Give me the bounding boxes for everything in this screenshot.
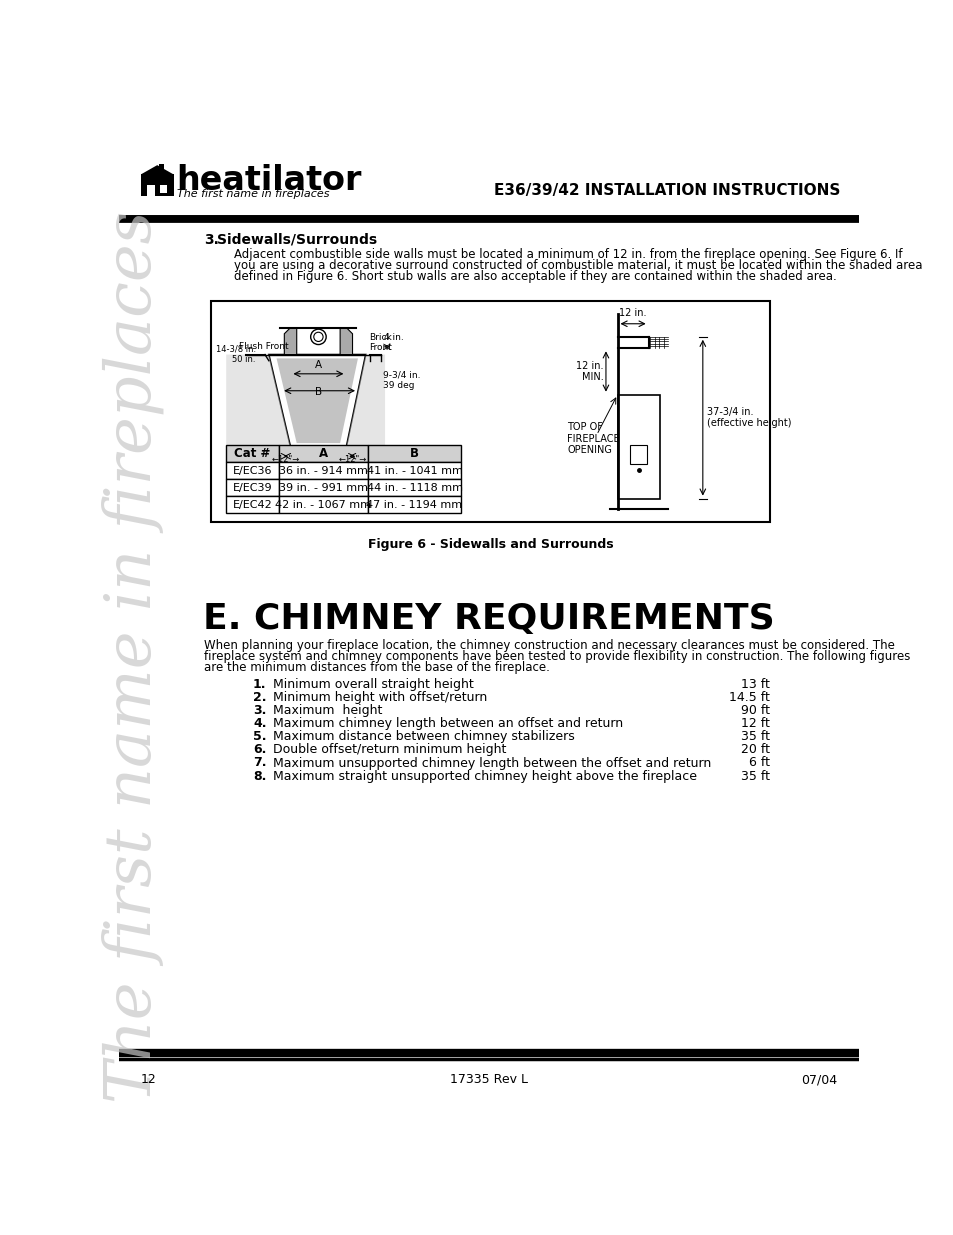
Text: 42 in. - 1067 mm: 42 in. - 1067 mm xyxy=(275,500,371,510)
Text: Maximum  height: Maximum height xyxy=(273,704,381,718)
Text: Figure 6 - Sidewalls and Surrounds: Figure 6 - Sidewalls and Surrounds xyxy=(367,537,613,551)
Circle shape xyxy=(311,330,326,345)
Text: heatilator: heatilator xyxy=(176,164,361,198)
Text: Brick
Front: Brick Front xyxy=(369,333,392,352)
Text: 12 ft: 12 ft xyxy=(740,718,769,730)
Text: 1.: 1. xyxy=(253,678,266,690)
Bar xyxy=(368,462,460,479)
Text: Maximum straight unsupported chimney height above the fireplace: Maximum straight unsupported chimney hei… xyxy=(273,769,696,783)
Polygon shape xyxy=(141,165,173,174)
Text: 14-3/8 in.
50 in.: 14-3/8 in. 50 in. xyxy=(215,345,255,364)
Text: 47 in. - 1194 mm: 47 in. - 1194 mm xyxy=(366,500,462,510)
Text: Maximum distance between chimney stabilizers: Maximum distance between chimney stabili… xyxy=(273,730,574,743)
Text: 07/04: 07/04 xyxy=(800,1073,836,1087)
Bar xyxy=(368,479,460,496)
Text: 35 ft: 35 ft xyxy=(740,730,769,743)
Text: B: B xyxy=(410,447,418,461)
Text: 6.: 6. xyxy=(253,743,266,756)
Text: 4.: 4. xyxy=(253,718,266,730)
Text: E. CHIMNEY REQUIREMENTS: E. CHIMNEY REQUIREMENTS xyxy=(203,603,774,636)
Text: you are using a decorative surround constructed of combustible material, it must: you are using a decorative surround cons… xyxy=(233,259,922,272)
Text: E36/39/42 INSTALLATION INSTRUCTIONS: E36/39/42 INSTALLATION INSTRUCTIONS xyxy=(493,183,840,198)
Bar xyxy=(159,163,164,174)
Text: fireplace system and chimney components have been tested to provide flexibility : fireplace system and chimney components … xyxy=(204,651,910,663)
Text: E/EC36: E/EC36 xyxy=(233,466,272,475)
Polygon shape xyxy=(284,327,296,354)
Polygon shape xyxy=(269,354,365,447)
Bar xyxy=(226,462,278,479)
Polygon shape xyxy=(226,354,291,462)
Text: B: B xyxy=(314,388,322,398)
Text: 6 ft: 6 ft xyxy=(748,757,769,769)
Bar xyxy=(630,445,647,464)
Text: are the minimum distances from the base of the fireplace.: are the minimum distances from the base … xyxy=(204,661,550,674)
Bar xyxy=(211,300,769,522)
Bar xyxy=(278,446,368,462)
Text: defined in Figure 6. Short stub walls are also acceptable if they are contained : defined in Figure 6. Short stub walls ar… xyxy=(233,270,836,283)
Text: 35 ft: 35 ft xyxy=(740,769,769,783)
Text: 12 in.
MIN.: 12 in. MIN. xyxy=(576,361,603,383)
Text: Adjacent combustible side walls must be located a minimum of 12 in. from the fir: Adjacent combustible side walls must be … xyxy=(233,248,902,262)
Text: Sidewalls/Surrounds: Sidewalls/Surrounds xyxy=(216,233,376,247)
Text: 5.: 5. xyxy=(253,730,266,743)
Text: The first name in fireplaces: The first name in fireplaces xyxy=(102,210,164,1103)
Text: Maximum chimney length between an offset and return: Maximum chimney length between an offset… xyxy=(273,718,622,730)
Text: 41 in. - 1041 mm: 41 in. - 1041 mm xyxy=(366,466,462,475)
Text: 90 ft: 90 ft xyxy=(740,704,769,718)
Bar xyxy=(278,479,368,496)
Text: Minimum height with offset/return: Minimum height with offset/return xyxy=(273,692,486,704)
Bar xyxy=(147,185,154,196)
Text: 8.: 8. xyxy=(253,769,266,783)
Text: 17335 Rev L: 17335 Rev L xyxy=(450,1073,527,1087)
Text: Flush Front: Flush Front xyxy=(239,342,289,351)
Text: Double offset/return minimum height: Double offset/return minimum height xyxy=(273,743,505,756)
Text: A: A xyxy=(318,447,328,461)
Bar xyxy=(617,395,659,499)
Text: 20 ft: 20 ft xyxy=(740,743,769,756)
Bar xyxy=(278,496,368,514)
Text: A: A xyxy=(314,359,322,369)
Text: E/EC39: E/EC39 xyxy=(233,483,272,493)
Bar xyxy=(141,174,173,196)
Text: When planning your fireplace location, the chimney construction and necessary cl: When planning your fireplace location, t… xyxy=(204,640,895,652)
Text: Minimum overall straight height: Minimum overall straight height xyxy=(273,678,473,690)
Bar xyxy=(226,496,278,514)
Bar xyxy=(368,446,460,462)
Text: 44 in. - 1118 mm: 44 in. - 1118 mm xyxy=(366,483,462,493)
Bar xyxy=(278,462,368,479)
Text: 14.5 ft: 14.5 ft xyxy=(729,692,769,704)
Text: 13 ft: 13 ft xyxy=(740,678,769,690)
Text: 9-3/4 in.: 9-3/4 in. xyxy=(382,370,420,379)
Text: 12 in.: 12 in. xyxy=(618,308,646,317)
Text: The first name in fireplaces: The first name in fireplaces xyxy=(176,189,329,199)
Text: 2.: 2. xyxy=(253,692,266,704)
Text: Cat #: Cat # xyxy=(234,447,271,461)
Text: E/EC42: E/EC42 xyxy=(233,500,273,510)
Text: 4 in.: 4 in. xyxy=(383,333,403,342)
Text: 39 deg: 39 deg xyxy=(382,380,414,390)
Text: Maximum unsupported chimney length between the offset and return: Maximum unsupported chimney length betwe… xyxy=(273,757,710,769)
Text: TOP OF
FIREPLACE
OPENING: TOP OF FIREPLACE OPENING xyxy=(567,422,619,456)
Bar xyxy=(226,446,278,462)
Polygon shape xyxy=(340,327,353,354)
Text: 3.: 3. xyxy=(253,704,266,718)
Bar xyxy=(226,479,278,496)
Text: ←12"→: ←12"→ xyxy=(338,456,366,464)
Bar xyxy=(159,185,167,193)
Text: 37-3/4 in.
(effective height): 37-3/4 in. (effective height) xyxy=(706,406,790,429)
Polygon shape xyxy=(346,354,385,462)
Text: 3.: 3. xyxy=(204,233,219,247)
Text: 36 in. - 914 mm: 36 in. - 914 mm xyxy=(278,466,368,475)
Polygon shape xyxy=(276,358,357,443)
Text: 12: 12 xyxy=(141,1073,156,1087)
Bar xyxy=(368,496,460,514)
Text: 7.: 7. xyxy=(253,757,266,769)
Text: 39 in. - 991 mm: 39 in. - 991 mm xyxy=(278,483,368,493)
Text: ←12"→: ←12"→ xyxy=(272,456,299,464)
